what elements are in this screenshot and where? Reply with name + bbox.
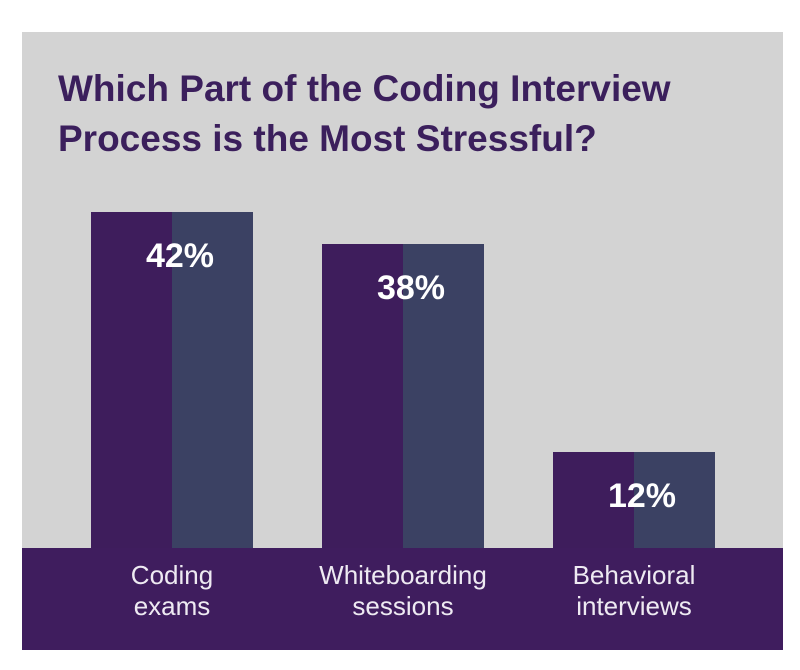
category-label: Whiteboarding (319, 560, 487, 590)
chart-title: Which Part of the Coding Interview Proce… (58, 68, 671, 159)
category-label: interviews (576, 591, 692, 621)
value-label: 38% (377, 269, 445, 307)
category-band (22, 548, 783, 650)
category-label: Behavioral (573, 560, 696, 590)
bar (322, 244, 484, 548)
bar (553, 452, 715, 548)
value-label: 42% (146, 237, 214, 275)
category-label: sessions (352, 591, 453, 621)
category-label: exams (134, 591, 211, 621)
category-label: Coding (131, 560, 213, 590)
bar (91, 212, 253, 548)
value-label: 12% (608, 477, 676, 515)
